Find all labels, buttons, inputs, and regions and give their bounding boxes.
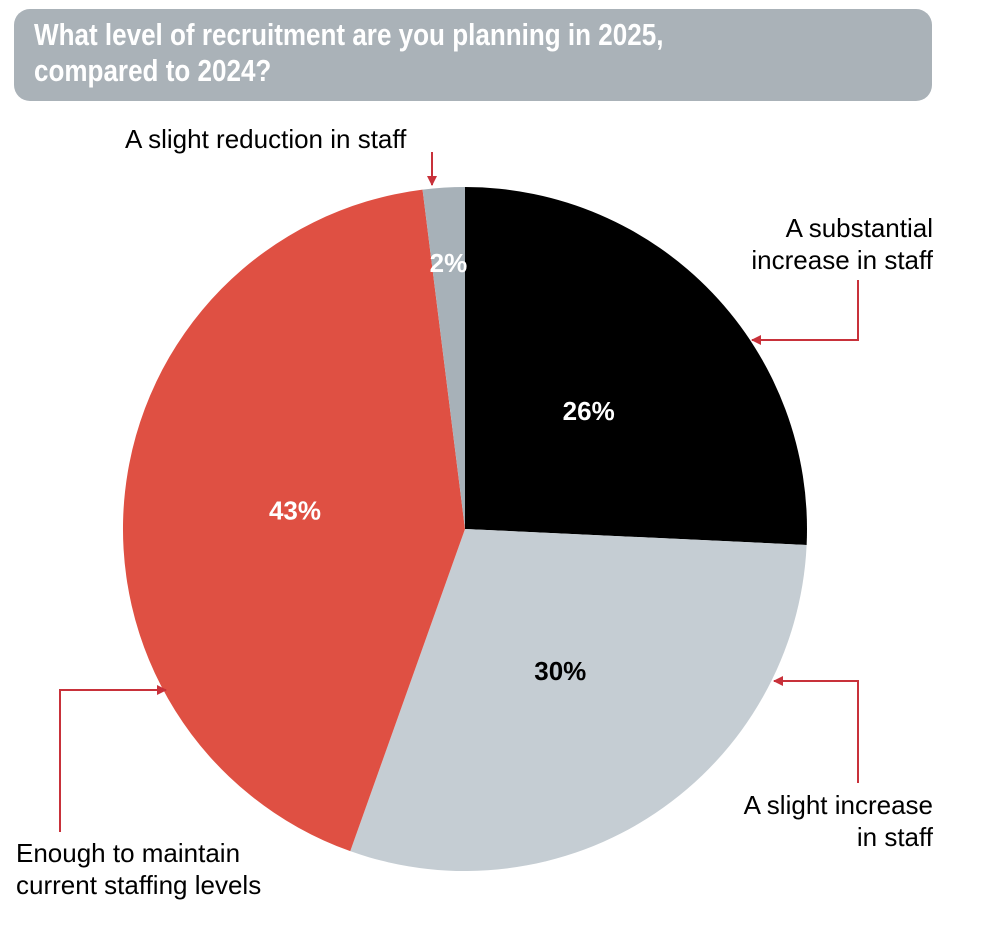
- label-slight-increase: A slight increase in staff: [744, 789, 933, 853]
- slice-value-slight-increase: 30%: [534, 656, 586, 686]
- label-substantial-line-1: A substantial: [785, 213, 933, 243]
- label-slight-reduction: A slight reduction in staff: [125, 124, 407, 154]
- label-maintain-line-2: current staffing levels: [16, 870, 262, 900]
- label-substantial-line-2: increase in staff: [751, 245, 933, 275]
- label-slight-increase-line-2: in staff: [856, 822, 933, 852]
- slice-value-substantial: 26%: [563, 396, 615, 426]
- pie-slice-substantial: [465, 187, 808, 545]
- label-maintain-line-1: Enough to maintain: [16, 838, 241, 868]
- leader-slight-increase: [773, 676, 859, 783]
- pie-slice-slight-reduction: [422, 187, 465, 529]
- pie-slice-slight-increase: [350, 529, 807, 872]
- leader-substantial: [751, 280, 859, 345]
- slice-value-slight-reduction: 2%: [430, 248, 468, 278]
- pie-slice-maintain: [122, 189, 465, 852]
- slice-value-maintain: 43%: [269, 495, 321, 525]
- label-maintain: Enough to maintain current staffing leve…: [16, 837, 261, 901]
- leader-maintain: [59, 685, 167, 832]
- label-slight-increase-line-1: A slight increase: [743, 790, 933, 820]
- title-banner: What level of recruitment are you planni…: [14, 9, 932, 101]
- label-substantial-increase: A substantial increase in staff: [751, 212, 933, 276]
- chart-title-line-2: compared to 2024?: [34, 53, 272, 88]
- chart-title-line-1: What level of recruitment are you planni…: [34, 17, 664, 52]
